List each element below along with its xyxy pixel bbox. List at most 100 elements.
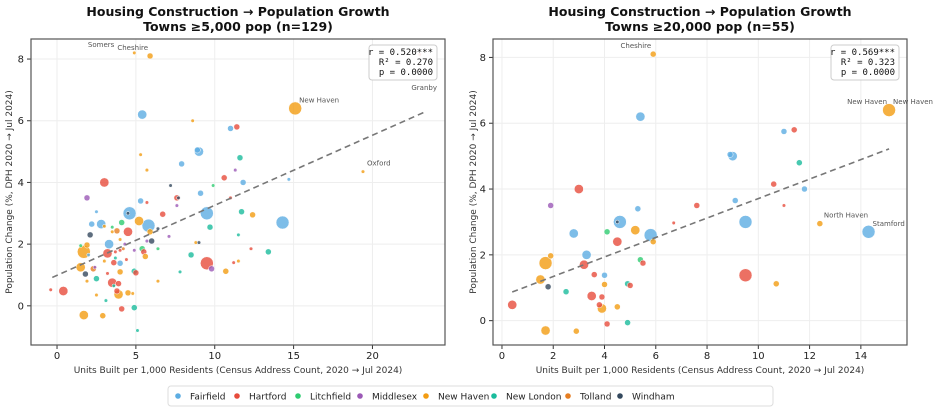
point-label: Stamford xyxy=(873,220,905,228)
data-point xyxy=(103,298,108,303)
x-tick-label: 20 xyxy=(366,351,379,362)
data-point xyxy=(132,50,137,55)
chart-title-line2: Towns ≥20,000 pop (n=55) xyxy=(605,19,795,34)
x-axis-label: Units Built per 1,000 Residents (Census … xyxy=(74,366,403,376)
y-axis-label: Population Change (%, DPH 2020 → Jul 202… xyxy=(5,90,15,294)
data-point xyxy=(220,174,228,182)
y-tick-label: 0 xyxy=(18,301,24,312)
data-point xyxy=(630,225,641,236)
data-point xyxy=(206,223,214,231)
data-point xyxy=(738,268,753,282)
legend-label: New London xyxy=(506,393,561,403)
legend-marker xyxy=(175,393,181,399)
trend-line xyxy=(511,148,890,293)
data-point xyxy=(861,225,876,239)
data-point xyxy=(360,169,366,174)
y-tick-label: 6 xyxy=(18,116,24,127)
data-point xyxy=(507,300,518,310)
data-point xyxy=(568,228,579,239)
data-point xyxy=(137,197,144,205)
legend-label: New Haven xyxy=(438,393,489,403)
data-point xyxy=(288,101,302,116)
point-label: Granby xyxy=(411,84,437,92)
chart-title-line1: Housing Construction → Population Growth xyxy=(86,4,389,19)
data-point xyxy=(118,219,125,226)
data-point xyxy=(249,211,256,219)
data-point xyxy=(796,159,803,166)
data-point xyxy=(110,259,118,266)
x-tick-label: 0 xyxy=(499,351,505,362)
data-point xyxy=(882,103,896,117)
data-point xyxy=(598,293,606,301)
data-point xyxy=(596,301,603,309)
data-point xyxy=(118,248,123,253)
x-tick-label: 0 xyxy=(54,351,60,362)
data-point xyxy=(196,240,202,245)
data-point xyxy=(579,259,589,270)
data-point xyxy=(144,168,149,173)
data-point xyxy=(801,185,808,193)
data-point xyxy=(86,231,94,239)
legend-item: New Haven xyxy=(423,393,489,403)
data-point xyxy=(99,177,110,188)
data-point xyxy=(233,123,241,131)
data-point xyxy=(148,237,155,245)
data-point xyxy=(144,200,149,205)
legend-label: Middlesex xyxy=(372,393,418,403)
data-point xyxy=(146,52,154,60)
y-tick-label: 4 xyxy=(18,178,24,189)
data-point xyxy=(187,251,195,259)
stats-box: r = 0.569*** R² = 0.323 p = 0.0000 xyxy=(830,44,900,81)
x-axis-label: Units Built per 1,000 Residents (Census … xyxy=(536,366,865,376)
legend-item: New London xyxy=(491,393,561,403)
data-point xyxy=(132,269,140,277)
data-point xyxy=(130,291,135,296)
data-point xyxy=(227,125,234,132)
data-point xyxy=(78,243,83,248)
data-point xyxy=(538,256,553,270)
data-point xyxy=(601,281,608,288)
data-point xyxy=(222,268,230,275)
data-point xyxy=(115,280,122,287)
data-point xyxy=(248,246,254,251)
data-point xyxy=(118,237,123,242)
point-label: Cheshire xyxy=(117,44,148,52)
data-point xyxy=(781,203,787,208)
x-tick-label: 8 xyxy=(704,351,710,362)
data-point xyxy=(601,271,608,279)
point-label: New Haven xyxy=(893,98,933,106)
data-point xyxy=(613,215,627,229)
y-tick-label: 0 xyxy=(480,316,486,327)
data-point xyxy=(93,275,100,282)
legend-label: Windham xyxy=(632,393,675,403)
x-tick-label: 4 xyxy=(601,351,607,362)
data-point xyxy=(612,236,623,247)
point-label: New Haven xyxy=(847,98,887,106)
data-point xyxy=(113,249,118,254)
data-point xyxy=(124,257,129,262)
chart-title-line2: Towns ≥5,000 pop (n=129) xyxy=(143,19,333,34)
data-point xyxy=(155,279,161,284)
data-point xyxy=(639,259,647,267)
y-axis-label: Population Change (%, DPH 2020 → Jul 202… xyxy=(469,90,479,294)
legend-item: Middlesex xyxy=(357,393,418,403)
data-point xyxy=(110,229,115,234)
data-point xyxy=(116,260,124,267)
data-point xyxy=(649,50,657,58)
data-point xyxy=(194,146,201,154)
data-point xyxy=(790,126,798,134)
data-point xyxy=(275,215,290,230)
x-tick-label: 2 xyxy=(550,351,556,362)
legend-item: Fairfield xyxy=(175,393,226,403)
data-point xyxy=(176,195,181,200)
data-point xyxy=(84,279,90,284)
chart-left: Housing Construction → Population Growth… xyxy=(5,4,446,376)
data-point xyxy=(200,206,214,221)
data-point xyxy=(174,203,179,208)
data-point xyxy=(118,305,125,313)
data-point xyxy=(82,270,89,278)
stats-r: r = 0.520*** xyxy=(368,48,433,58)
y-tick-label: 2 xyxy=(18,240,24,251)
legend-marker xyxy=(565,393,571,399)
stats-r2: R² = 0.323 xyxy=(841,58,895,68)
